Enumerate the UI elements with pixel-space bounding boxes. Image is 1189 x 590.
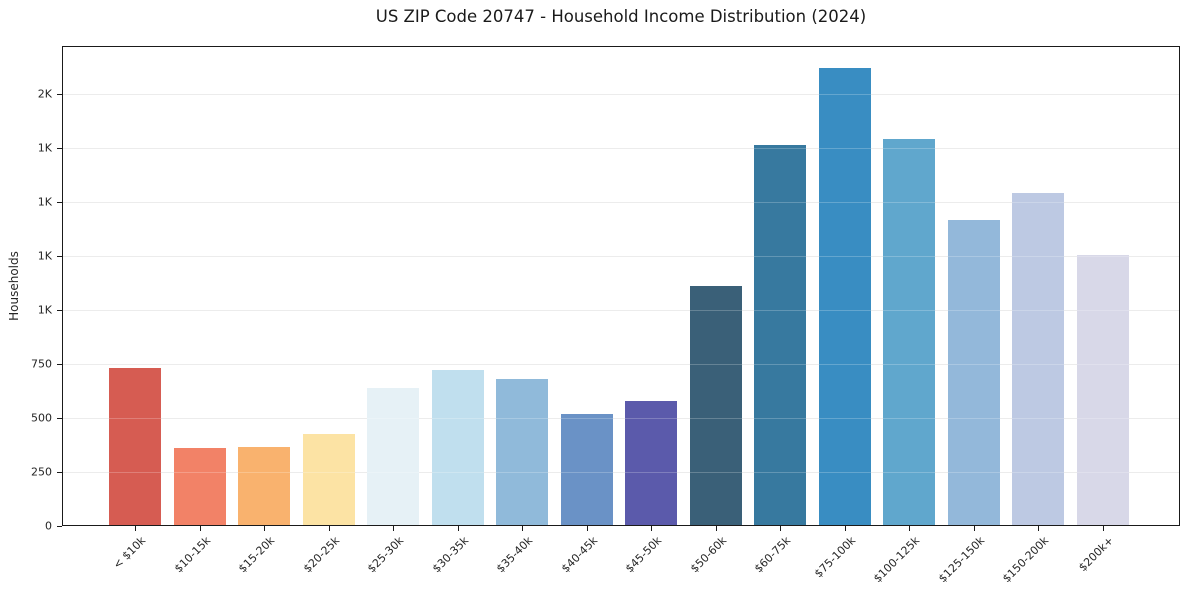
gridline xyxy=(62,309,1180,311)
x-tick-label: $100-125k xyxy=(871,534,923,586)
gridline xyxy=(62,417,1180,419)
x-tick xyxy=(973,526,975,531)
bar xyxy=(883,138,935,526)
y-tick-label: 1K xyxy=(37,249,52,263)
y-tick xyxy=(57,417,62,419)
x-tick-label: $35-40k xyxy=(493,534,536,576)
bar xyxy=(302,434,355,526)
y-tick xyxy=(57,363,62,365)
x-tick-label: $20-25k xyxy=(300,534,342,576)
gridline xyxy=(62,147,1180,149)
x-tick xyxy=(715,526,717,531)
x-tick-label: $75-100k xyxy=(811,534,858,581)
y-tick xyxy=(57,309,62,311)
y-tick-label: 1K xyxy=(37,141,52,155)
x-tick-label: $15-20k xyxy=(235,534,278,576)
y-tick xyxy=(57,201,62,203)
bar xyxy=(367,387,419,526)
x-tick xyxy=(135,526,136,531)
bar xyxy=(238,446,290,526)
x-tick-label: $45-50k xyxy=(622,534,665,576)
x-tick-label: < $10k xyxy=(110,534,149,572)
plot-area xyxy=(62,46,1180,526)
y-tick xyxy=(57,93,62,95)
y-tick-label: 500 xyxy=(31,411,52,425)
x-tick xyxy=(1102,526,1104,531)
x-tick-label: $60-75k xyxy=(751,534,794,576)
x-tick xyxy=(199,526,201,531)
gridline-overlay xyxy=(62,255,1180,257)
x-tick-label: $50-60k xyxy=(687,534,729,576)
x-tick-label: $150-200k xyxy=(1000,534,1052,586)
gridline-overlay xyxy=(62,363,1180,365)
x-tick xyxy=(264,526,265,531)
x-tick xyxy=(780,526,781,531)
gridline-overlay xyxy=(62,417,1180,419)
y-tick xyxy=(57,147,62,149)
gridline-overlay xyxy=(62,309,1180,311)
gridline xyxy=(62,201,1180,203)
x-tick-label: $25-30k xyxy=(364,534,407,576)
y-tick xyxy=(57,255,62,257)
bar xyxy=(431,369,484,526)
x-tick xyxy=(522,526,523,531)
y-tick-label: 750 xyxy=(31,357,52,371)
x-tick xyxy=(844,526,846,531)
y-tick-label: 250 xyxy=(31,465,52,479)
y-tick-label: 1K xyxy=(37,195,52,209)
bar xyxy=(754,144,806,526)
gridline xyxy=(62,255,1180,257)
x-tick xyxy=(651,526,652,531)
x-tick-label: $10-15k xyxy=(171,534,213,576)
bar xyxy=(689,285,742,526)
gridline xyxy=(62,363,1180,365)
x-tick xyxy=(393,526,394,531)
bar xyxy=(818,67,871,526)
x-tick-label: $125-150k xyxy=(935,534,987,586)
gridline-overlay xyxy=(62,93,1180,95)
gridline xyxy=(62,93,1180,95)
bar xyxy=(625,401,677,526)
gridline-overlay xyxy=(62,471,1180,473)
y-tick xyxy=(57,525,62,527)
x-tick-label: $30-35k xyxy=(429,534,471,576)
bar xyxy=(947,219,1000,526)
bar xyxy=(173,447,226,526)
x-tick xyxy=(909,526,910,531)
bar xyxy=(496,379,548,526)
x-tick-label: $40-45k xyxy=(558,534,600,576)
x-tick xyxy=(1038,526,1039,531)
x-tick-label: $200k+ xyxy=(1075,534,1116,575)
y-tick-label: 1K xyxy=(37,303,52,317)
x-tick xyxy=(457,526,459,531)
y-tick-label: 2K xyxy=(37,87,52,101)
x-tick xyxy=(328,526,330,531)
gridline-overlay xyxy=(62,201,1180,203)
bar xyxy=(560,413,613,526)
bar xyxy=(109,368,161,526)
y-tick xyxy=(57,471,62,473)
x-tick xyxy=(586,526,588,531)
y-tick-label: 0 xyxy=(45,519,52,533)
bar xyxy=(1076,254,1129,526)
gridline xyxy=(62,471,1180,473)
gridline-overlay xyxy=(62,147,1180,149)
bar xyxy=(1012,192,1064,526)
chart-title: US ZIP Code 20747 - Household Income Dis… xyxy=(375,7,867,26)
